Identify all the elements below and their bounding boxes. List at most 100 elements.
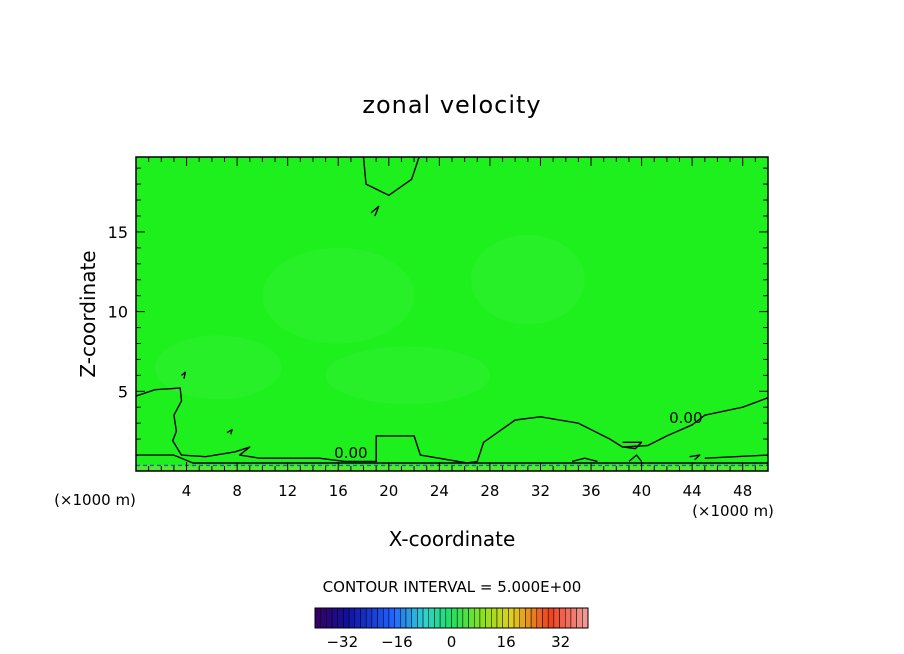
x-tick-label-28: 28 <box>480 482 499 500</box>
lighter-patch-2 <box>470 235 585 325</box>
colorbar-segment-28 <box>474 607 481 629</box>
contour-line-10 <box>689 454 701 461</box>
colorbar-segment-4 <box>337 607 344 629</box>
colorbar-segment-10 <box>371 607 378 629</box>
colorbar-segment-19 <box>422 607 429 629</box>
y-tick-label-10: 10 <box>108 303 128 322</box>
x-tick-label-20: 20 <box>379 482 398 500</box>
x-tick-label-24: 24 <box>430 482 449 500</box>
colorbar-segment-31 <box>491 607 498 629</box>
contour-line-0 <box>135 387 769 464</box>
contour-label-0: 0.00 <box>334 444 367 462</box>
contour-line-4 <box>362 156 420 196</box>
colorbar-segment-45 <box>570 607 577 629</box>
colorbar-segment-9 <box>365 607 373 629</box>
colorbar-frame <box>314 607 589 629</box>
colorbar-segment-17 <box>411 607 418 629</box>
x-axis-label: X-coordinate <box>389 527 516 551</box>
colorbar-segment-13 <box>388 607 395 629</box>
colorbar-segment-32 <box>496 607 503 629</box>
colorbar-segment-7 <box>354 607 361 629</box>
contour-line-8 <box>571 457 598 463</box>
colorbar-segment-37 <box>525 607 532 629</box>
contour-line-9 <box>628 454 643 462</box>
colorbar-segment-47 <box>582 607 589 629</box>
x-tick-label-12: 12 <box>278 482 297 500</box>
colorbar-segment-5 <box>343 607 350 629</box>
colorbar-segment-34 <box>508 607 515 629</box>
colorbar-segment-1 <box>320 607 327 629</box>
x-unit-right: (×1000 m) <box>692 502 774 520</box>
colorbar-segment-40 <box>542 607 549 629</box>
colorbar-tick-label-16: 16 <box>497 633 516 651</box>
contour-line-3 <box>622 441 643 450</box>
colorbar-segment-22 <box>439 607 447 629</box>
contour-labels: 0.00 0.00 <box>334 409 702 462</box>
plot-area: 0.00 0.00 <box>135 156 769 472</box>
colorbar-tick-label--16: −16 <box>381 633 413 651</box>
colorbar-segment-46 <box>576 607 583 629</box>
contour-line-1 <box>136 454 768 464</box>
colorbar-tick-labels: −32 −16 0 16 32 <box>326 633 570 651</box>
colorbar-segment-14 <box>394 607 401 629</box>
colorbar-segment-3 <box>331 607 338 629</box>
colorbar-segment-2 <box>326 607 333 629</box>
colorbar-segment-43 <box>559 607 566 629</box>
colorbar-segment-41 <box>547 607 555 629</box>
lighter-patch-1 <box>325 346 490 405</box>
colorbar-tick-label-32: 32 <box>551 633 570 651</box>
contour-label-1: 0.00 <box>669 409 702 427</box>
colorbar-segment-18 <box>417 607 424 629</box>
colorbar-segment-39 <box>536 607 543 629</box>
colorbar-segment-36 <box>519 607 526 629</box>
colorbar-segment-20 <box>428 607 435 629</box>
contour-line-7 <box>226 428 233 435</box>
x-tick-label-44: 44 <box>683 482 702 500</box>
y-axis-label: Z-coordinate <box>76 250 100 377</box>
y-tick-labels: 5 10 15 <box>108 223 128 401</box>
x-tick-label-8: 8 <box>232 482 242 500</box>
colorbar-segment-23 <box>445 607 452 629</box>
x-tick-label-40: 40 <box>632 482 651 500</box>
x-tick-label-48: 48 <box>733 482 752 500</box>
colorbar-segment-25 <box>456 607 464 629</box>
y-tick-label-15: 15 <box>108 223 128 242</box>
contour-line-5 <box>370 205 380 217</box>
colorbar-segment-24 <box>451 607 458 629</box>
colorbar-tick-label--32: −32 <box>326 633 358 651</box>
colorbar-segment-15 <box>400 607 407 629</box>
lighter-patch-3 <box>262 247 415 344</box>
colorbar-segment-16 <box>405 607 412 629</box>
colorbar-segment-30 <box>485 607 492 629</box>
colorbar-segment-29 <box>479 607 486 629</box>
axis-ticks <box>136 157 768 471</box>
x-tick-label-4: 4 <box>182 482 192 500</box>
x-unit-left: (×1000 m) <box>54 491 136 509</box>
lighter-patch-0 <box>154 335 282 400</box>
colorbar <box>314 607 589 629</box>
x-tick-label-16: 16 <box>329 482 348 500</box>
contour-line-11 <box>704 454 769 459</box>
y-tick-label-5: 5 <box>118 382 128 401</box>
colorbar-tick-label-0: 0 <box>447 633 457 651</box>
colorbar-segment-6 <box>348 607 356 629</box>
colorbar-segment-42 <box>553 607 560 629</box>
chart-title: zonal velocity <box>362 91 541 119</box>
x-tick-label-32: 32 <box>531 482 550 500</box>
colorbar-segment-12 <box>383 607 390 629</box>
plot-background <box>136 157 768 471</box>
x-tick-label-36: 36 <box>581 482 600 500</box>
colorbar-segment-21 <box>434 607 441 629</box>
colorbar-segment-38 <box>530 607 538 629</box>
colorbar-segment-11 <box>377 607 384 629</box>
colorbar-segment-44 <box>565 607 572 629</box>
contour-line-6 <box>181 371 186 379</box>
colorbar-segment-26 <box>462 607 469 629</box>
contour-lines <box>135 156 769 467</box>
colorbar-segment-33 <box>502 607 509 629</box>
colorbar-segment-35 <box>513 607 520 629</box>
colorbar-segment-27 <box>468 607 475 629</box>
contour-interval-text: CONTOUR INTERVAL = 5.000E+00 <box>323 578 582 596</box>
colorbar-segment-8 <box>360 607 367 629</box>
